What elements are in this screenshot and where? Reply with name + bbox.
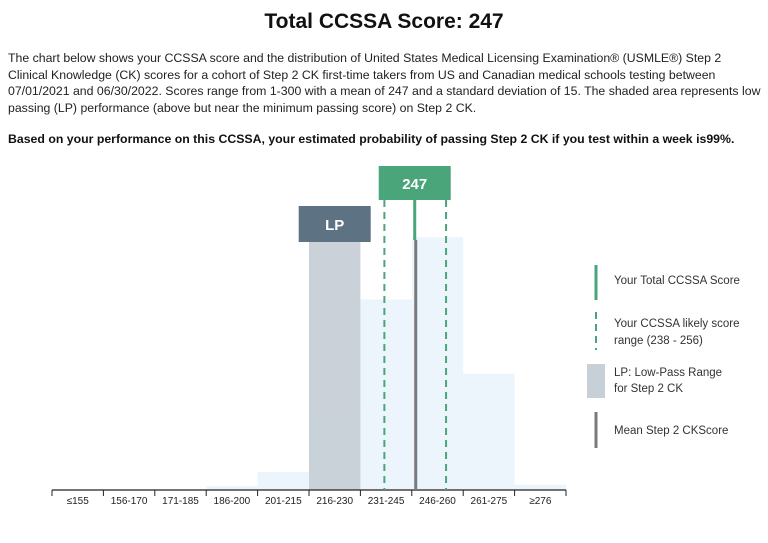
x-tick-label: 186-200 [214, 496, 251, 507]
x-tick-label: 246-260 [419, 496, 456, 507]
legend-label-score: Your Total CCSSA Score [614, 275, 740, 287]
x-tick-label: 156-170 [111, 496, 148, 507]
pass-probability-text: Based on your performance on this CCSSA,… [8, 132, 707, 146]
legend-label-lp: LP: Low-Pass Range [614, 367, 722, 379]
x-tick-label: 216-230 [316, 496, 353, 507]
lp-label-box [298, 206, 371, 242]
your-score-box [378, 166, 451, 200]
x-axis: ≤155 156-170 171-185 186-200 201-215 216-230 2… [51, 489, 567, 507]
legend-label-mean: Mean Step 2 CKScore [614, 425, 728, 437]
lp-label: LP [325, 217, 344, 234]
bar-231-245 [360, 299, 412, 490]
bar-246-260 [411, 237, 464, 490]
bar-261-275 [463, 373, 515, 490]
x-tick-label: ≤155 [67, 496, 90, 507]
bar-186-200 [206, 486, 258, 490]
x-tick-label: 171-185 [162, 496, 199, 507]
chart-description: The chart below shows your CCSSA score a… [8, 51, 761, 115]
page-title: Total CCSSA Score: 247 [264, 10, 504, 33]
x-tick-label: 231-245 [368, 496, 405, 507]
distribution-bars [206, 237, 566, 490]
legend-label-range: Your CCSSA likely score [614, 318, 740, 330]
x-tick-label: 201-215 [265, 496, 302, 507]
pass-probability: Based on your performance on this CCSSA,… [8, 132, 768, 146]
legend-label-lp: for Step 2 CK [614, 383, 683, 395]
bar-201-215 [257, 472, 309, 490]
bar-≥276 [514, 484, 566, 490]
x-tick-label: ≥276 [529, 496, 552, 507]
score-markers: 247 [378, 166, 451, 490]
lp-layer: LP [298, 206, 371, 490]
legend-label-range: range (238 - 256) [614, 335, 703, 347]
lp-band [309, 242, 361, 490]
x-tick-label: 261-275 [471, 496, 508, 507]
your-score-label: 247 [402, 176, 427, 193]
pass-probability-value: 99%. [706, 132, 735, 146]
legend-lp-swatch [587, 364, 605, 398]
chart-legend: Your Total CCSSA Score Your CCSSA likely … [587, 265, 740, 448]
